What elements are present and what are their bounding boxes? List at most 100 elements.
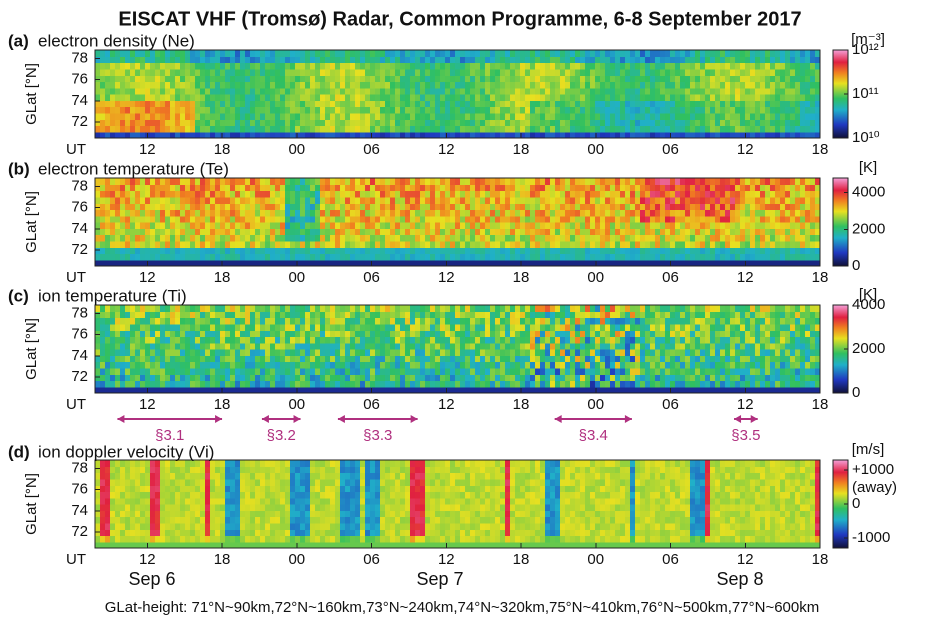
heatmap-cell xyxy=(250,362,256,369)
heatmap-cell xyxy=(535,228,541,235)
heatmap-cell xyxy=(730,241,736,248)
heatmap-cell xyxy=(545,63,551,70)
heatmap-cell xyxy=(175,113,181,120)
heatmap-cell xyxy=(580,247,586,254)
heatmap-cell xyxy=(590,56,596,63)
heatmap-cell xyxy=(330,107,336,114)
heatmap-cell xyxy=(185,94,191,101)
heatmap-cell xyxy=(585,100,591,107)
heatmap-cell xyxy=(435,56,441,63)
heatmap-cell xyxy=(300,81,306,88)
heatmap-cell xyxy=(560,209,566,216)
heatmap-cell xyxy=(250,107,256,114)
heatmap-cell xyxy=(615,81,621,88)
heatmap-cell xyxy=(805,197,811,204)
heatmap-cell xyxy=(265,311,271,318)
heatmap-cell xyxy=(715,222,721,229)
heatmap-cell xyxy=(215,50,221,57)
heatmap-cell xyxy=(460,228,466,235)
heatmap-cell xyxy=(485,197,491,204)
heatmap-cell xyxy=(350,100,356,107)
heatmap-cell xyxy=(310,113,316,120)
heatmap-cell xyxy=(685,125,691,132)
heatmap-cell xyxy=(695,81,701,88)
heatmap-cell xyxy=(575,253,581,260)
heatmap-cell xyxy=(290,247,296,254)
heatmap-cell xyxy=(295,362,301,369)
heatmap-cell xyxy=(290,336,296,343)
heatmap-cell xyxy=(270,368,276,375)
heatmap-cell xyxy=(445,125,451,132)
heatmap-cell xyxy=(685,235,691,242)
heatmap-cell xyxy=(705,216,711,223)
heatmap-cell xyxy=(700,119,706,126)
heatmap-cell xyxy=(395,247,401,254)
heatmap-cell xyxy=(315,355,321,362)
heatmap-cell xyxy=(515,191,521,198)
heatmap-cell xyxy=(370,203,376,210)
heatmap-cell xyxy=(380,311,386,318)
heatmap-cell xyxy=(515,203,521,210)
heatmap-cell xyxy=(305,343,311,350)
heatmap-cell xyxy=(650,216,656,223)
heatmap-cell xyxy=(535,184,541,191)
heatmap-cell xyxy=(220,94,226,101)
heatmap-cell xyxy=(530,197,536,204)
heatmap-cell xyxy=(355,247,361,254)
heatmap-cell xyxy=(665,216,671,223)
heatmap-cell xyxy=(160,197,166,204)
heatmap-cell xyxy=(770,247,776,254)
heatmap-cell xyxy=(270,197,276,204)
heatmap-cell xyxy=(245,235,251,242)
heatmap-cell xyxy=(770,184,776,191)
heatmap-cell xyxy=(100,368,106,375)
heatmap-cell xyxy=(335,355,341,362)
heatmap-cell xyxy=(755,119,761,126)
heatmap-cell xyxy=(140,362,146,369)
heatmap-cell xyxy=(670,63,676,70)
heatmap-cell xyxy=(485,56,491,63)
heatmap-cell xyxy=(100,81,106,88)
heatmap-cell xyxy=(350,184,356,191)
heatmap-cell xyxy=(780,88,786,95)
heatmap-cell xyxy=(105,94,111,101)
heatmap-cell xyxy=(440,241,446,248)
heatmap-cell xyxy=(140,56,146,63)
heatmap-cell xyxy=(305,203,311,210)
heatmap-cell xyxy=(350,362,356,369)
heatmap-cell xyxy=(290,107,296,114)
heatmap-cell xyxy=(420,178,426,185)
heatmap-cell xyxy=(550,88,556,95)
heatmap-cell xyxy=(465,75,471,82)
heatmap-cell xyxy=(475,235,481,242)
heatmap-cell xyxy=(470,100,476,107)
heatmap-cell xyxy=(285,203,291,210)
heatmap-cell xyxy=(350,107,356,114)
heatmap-cell xyxy=(295,107,301,114)
heatmap-cell xyxy=(700,100,706,107)
heatmap-cell xyxy=(225,222,231,229)
heatmap-cell xyxy=(460,216,466,223)
heatmap-cell xyxy=(355,69,361,76)
heatmap-cell xyxy=(150,191,156,198)
heatmap-cell xyxy=(630,63,636,70)
heatmap-cell xyxy=(120,50,126,57)
heatmap-cell xyxy=(145,119,151,126)
heatmap-cell xyxy=(540,191,546,198)
heatmap-cell xyxy=(420,119,426,126)
heatmap-cell xyxy=(295,100,301,107)
heatmap-cell xyxy=(185,216,191,223)
heatmap-cell xyxy=(375,100,381,107)
heatmap-cell xyxy=(270,94,276,101)
heatmap-cell xyxy=(635,253,641,260)
heatmap-cell xyxy=(250,69,256,76)
heatmap-cell xyxy=(430,88,436,95)
heatmap-cell xyxy=(390,343,396,350)
heatmap-cell xyxy=(365,380,371,387)
heatmap-cell xyxy=(600,75,606,82)
heatmap-cell xyxy=(315,50,321,57)
heatmap-cell xyxy=(185,253,191,260)
heatmap-cell xyxy=(125,197,131,204)
heatmap-cell xyxy=(670,81,676,88)
heatmap-cell xyxy=(370,380,376,387)
